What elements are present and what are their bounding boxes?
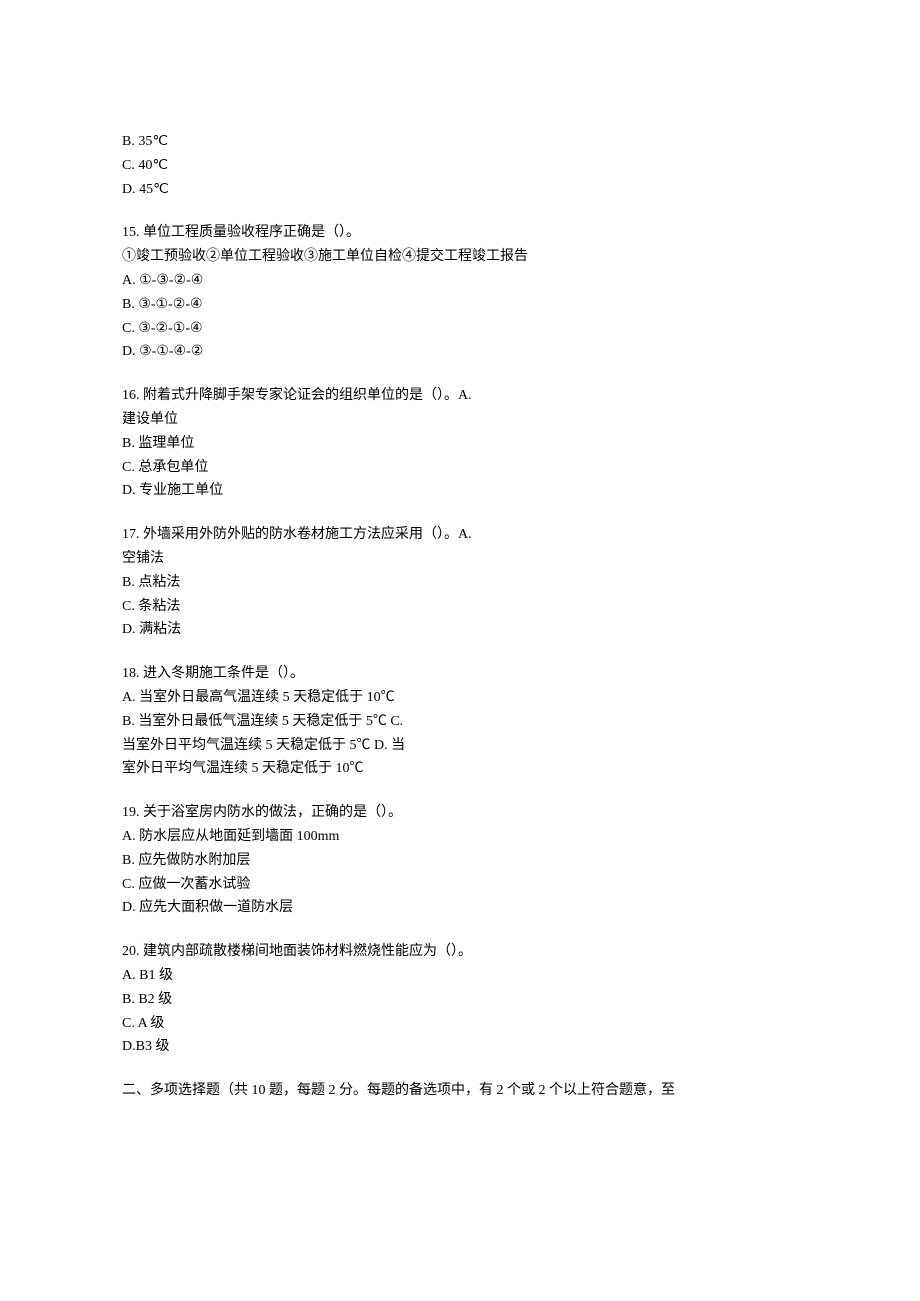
q18-question: 18. 进入冬期施工条件是（）。 (122, 662, 798, 686)
q16-question: 16. 附着式升降脚手架专家论证会的组织单位的是（）。A. (122, 384, 798, 408)
q14-option-c: C. 40℃ (122, 154, 798, 178)
q17-question: 17. 外墙采用外防外贴的防水卷材施工方法应采用（）。A. (122, 523, 798, 547)
q19-option-a: A. 防水层应从地面延到墙面 100mm (122, 825, 798, 849)
q19-option-b: B. 应先做防水附加层 (122, 849, 798, 873)
q20-option-b: B. B2 级 (122, 988, 798, 1012)
q15-option-a: A. ①-③-②-④ (122, 269, 798, 293)
q15-statements: ①竣工预验收②单位工程验收③施工单位自检④提交工程竣工报告 (122, 245, 798, 269)
q20-option-c: C. A 级 (122, 1012, 798, 1036)
q18-option-c-cont: 当室外日平均气温连续 5 天稳定低于 5℃ D. 当 (122, 734, 798, 758)
q17-option-c: C. 条粘法 (122, 595, 798, 619)
question-17: 17. 外墙采用外防外贴的防水卷材施工方法应采用（）。A. 空铺法 B. 点粘法… (122, 523, 798, 642)
q15-option-d: D. ③-①-④-② (122, 340, 798, 364)
question-20: 20. 建筑内部疏散楼梯间地面装饰材料燃烧性能应为（）。 A. B1 级 B. … (122, 940, 798, 1059)
q16-option-d: D. 专业施工单位 (122, 479, 798, 503)
q18-option-a: A. 当室外日最高气温连续 5 天稳定低于 10℃ (122, 686, 798, 710)
q17-option-b: B. 点粘法 (122, 571, 798, 595)
question-14-partial: B. 35℃ C. 40℃ D. 45℃ (122, 130, 798, 201)
q19-option-d: D. 应先大面积做一道防水层 (122, 896, 798, 920)
q19-question: 19. 关于浴室房内防水的做法，正确的是（）。 (122, 801, 798, 825)
q16-option-c: C. 总承包单位 (122, 456, 798, 480)
q17-continuation: 空铺法 (122, 547, 798, 571)
q18-option-b: B. 当室外日最低气温连续 5 天稳定低于 5℃ C. (122, 710, 798, 734)
q16-continuation: 建设单位 (122, 408, 798, 432)
question-16: 16. 附着式升降脚手架专家论证会的组织单位的是（）。A. 建设单位 B. 监理… (122, 384, 798, 503)
question-18: 18. 进入冬期施工条件是（）。 A. 当室外日最高气温连续 5 天稳定低于 1… (122, 662, 798, 781)
section-2-header-block: 二、多项选择题（共 10 题，每题 2 分。每题的备选项中，有 2 个或 2 个… (122, 1079, 798, 1103)
q18-option-d-cont: 室外日平均气温连续 5 天稳定低于 10℃ (122, 757, 798, 781)
question-15: 15. 单位工程质量验收程序正确是（）。 ①竣工预验收②单位工程验收③施工单位自… (122, 221, 798, 364)
q15-option-b: B. ③-①-②-④ (122, 293, 798, 317)
q19-option-c: C. 应做一次蓄水试验 (122, 873, 798, 897)
q15-option-c: C. ③-②-①-④ (122, 317, 798, 341)
q14-option-d: D. 45℃ (122, 178, 798, 202)
question-19: 19. 关于浴室房内防水的做法，正确的是（）。 A. 防水层应从地面延到墙面 1… (122, 801, 798, 920)
section-2-header: 二、多项选择题（共 10 题，每题 2 分。每题的备选项中，有 2 个或 2 个… (122, 1079, 798, 1103)
q15-question: 15. 单位工程质量验收程序正确是（）。 (122, 221, 798, 245)
q20-option-a: A. B1 级 (122, 964, 798, 988)
q17-option-d: D. 满粘法 (122, 618, 798, 642)
q20-option-d: D.B3 级 (122, 1035, 798, 1059)
q20-question: 20. 建筑内部疏散楼梯间地面装饰材料燃烧性能应为（）。 (122, 940, 798, 964)
q16-option-b: B. 监理单位 (122, 432, 798, 456)
q14-option-b: B. 35℃ (122, 130, 798, 154)
